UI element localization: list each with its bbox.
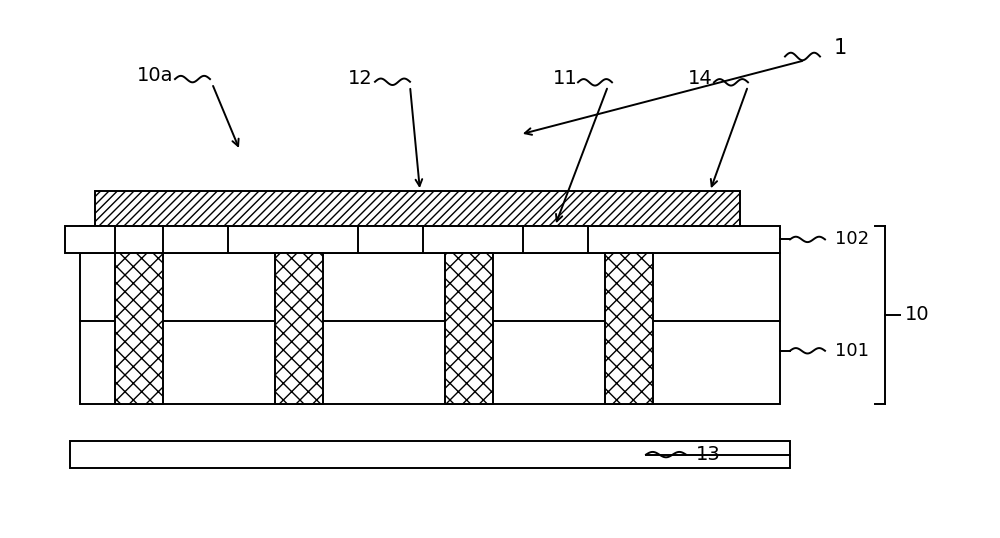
Bar (80, 226, 780, 253)
Bar (605, 253, 653, 404)
Bar (115, 253, 163, 404)
Text: 1: 1 (833, 38, 847, 59)
Bar (445, 253, 493, 404)
Bar (358, 226, 423, 253)
Text: 102: 102 (835, 230, 869, 249)
Text: 10: 10 (905, 305, 930, 324)
Bar (80, 253, 780, 404)
Bar (70, 441, 790, 468)
Bar (95, 191, 740, 226)
Bar (275, 253, 323, 404)
Bar (523, 226, 588, 253)
Text: 11: 11 (553, 68, 577, 88)
Text: 12: 12 (348, 68, 372, 88)
Bar (65, 226, 115, 253)
Text: 13: 13 (696, 445, 721, 464)
Text: 14: 14 (688, 68, 712, 88)
Bar (163, 226, 228, 253)
Text: 101: 101 (835, 342, 869, 360)
Text: 10a: 10a (137, 66, 173, 85)
